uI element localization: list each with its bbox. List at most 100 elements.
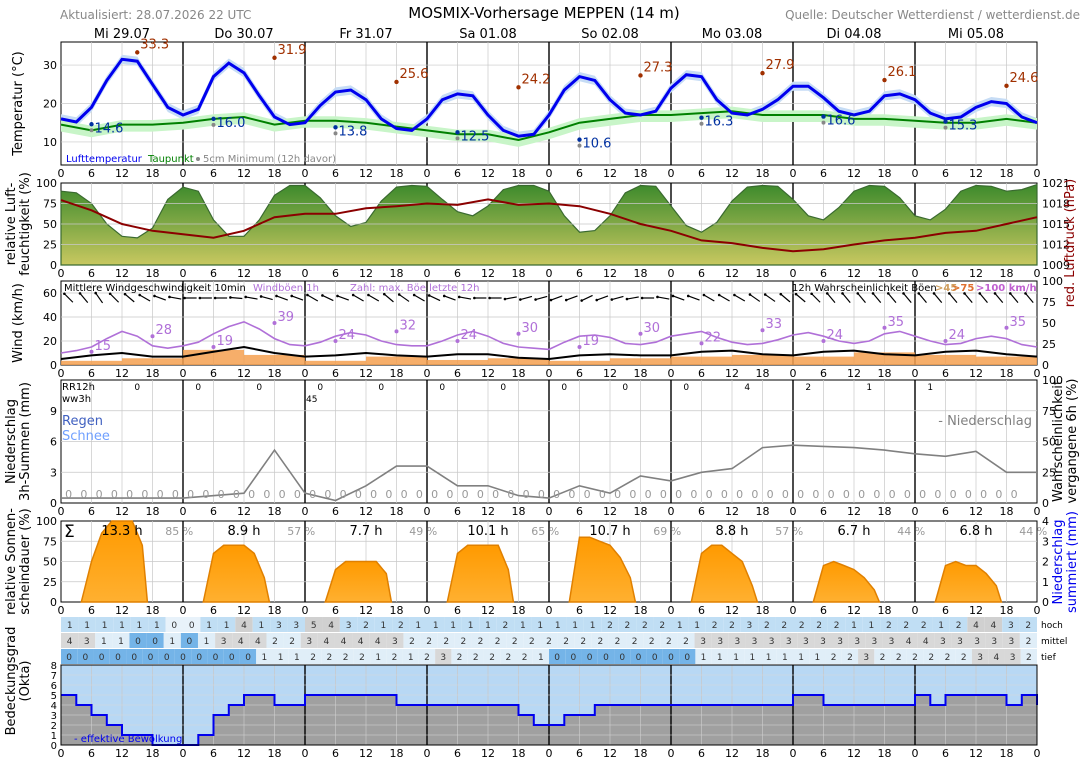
wind-arrow-head — [841, 292, 844, 295]
cloud-value: 3 — [991, 637, 997, 647]
hour-tick-label: 6 — [820, 267, 827, 280]
cloud-value: 0 — [99, 653, 105, 663]
max-gust-label: 24 — [827, 328, 844, 343]
cloud-value: 3 — [1008, 621, 1014, 631]
y-tick-label: 0 — [1042, 596, 1049, 609]
max-gust-dot — [333, 339, 338, 343]
cloud-cell — [740, 617, 759, 632]
sunshine-hours: 8.9 h — [227, 524, 260, 539]
hour-tick-label: 0 — [790, 167, 797, 180]
min-temp-dot — [577, 137, 582, 142]
cloud-value: 1 — [520, 621, 526, 631]
cloud-value: 0 — [571, 653, 577, 663]
cloud-value: 3 — [1010, 653, 1016, 663]
hour-tick-label: 0 — [424, 505, 431, 518]
cloud-value: 3 — [820, 637, 826, 647]
cloud-cell — [217, 617, 236, 632]
wind-arrow-head — [779, 292, 783, 296]
hour-tick-label: 12 — [969, 604, 983, 617]
rr12h-value: 0 — [622, 383, 628, 393]
cloud-cell — [1020, 649, 1037, 664]
cloud-value: 4 — [375, 637, 381, 647]
precip-3h-value: 0 — [584, 488, 591, 501]
hour-tick-label: 18 — [146, 604, 160, 617]
wind-direction-arrow — [887, 293, 897, 303]
max-gust-dot — [760, 328, 765, 333]
hour-tick-label: 6 — [88, 604, 95, 617]
cloud-cell — [679, 649, 696, 664]
cloud-cell — [402, 649, 419, 664]
rr12h-value: 0 — [317, 383, 323, 393]
max-gust-label: 24 — [339, 328, 356, 343]
cloud-value: 2 — [666, 637, 672, 647]
cloud-cell — [77, 649, 94, 664]
cloud-cell — [776, 649, 793, 664]
hour-tick-label: 18 — [512, 747, 526, 760]
cloud-cell — [955, 649, 972, 664]
wind-direction-arrow — [520, 295, 533, 301]
y-tick-label: 1 — [51, 731, 57, 742]
cloud-value: 1 — [749, 653, 755, 663]
cloud-cell — [249, 633, 267, 648]
chart-title: MOSMIX-Vorhersage MEPPEN (14 m) — [408, 4, 680, 22]
hour-tick-label: 6 — [210, 747, 217, 760]
rr12h-value: 0 — [378, 383, 384, 393]
hour-tick-label: 0 — [180, 367, 187, 380]
hour-tick-label: 12 — [237, 367, 251, 380]
hour-tick-label: 12 — [359, 167, 373, 180]
cloud-cell — [288, 649, 305, 664]
hour-tick-label: 18 — [512, 267, 526, 280]
wind-arrow-head — [686, 294, 690, 298]
cloud-cell — [608, 633, 627, 648]
cloud-cell — [744, 649, 761, 664]
cloud-cell — [93, 649, 110, 664]
pressure-line — [60, 198, 1038, 253]
sunshine-percent: 57 % — [775, 525, 803, 538]
gust-line — [60, 320, 1038, 354]
hour-tick-label: 12 — [847, 267, 861, 280]
wind-arrow-head — [427, 294, 431, 297]
hour-tick-label: 18 — [1000, 267, 1014, 280]
wind-direction-arrow — [566, 295, 578, 301]
max-gust-dot — [272, 321, 277, 325]
cloud-cell — [874, 649, 891, 664]
cloud-value: 0 — [245, 653, 251, 663]
max-gust-dot — [577, 345, 582, 349]
wind-direction-arrow — [337, 295, 349, 301]
hour-tick-label: 0 — [668, 747, 675, 760]
sunshine-area — [202, 544, 271, 603]
cloud-cell — [252, 617, 271, 632]
hour-tick-label: 6 — [88, 747, 95, 760]
y-axis-title: relative Sonnen- — [4, 508, 19, 615]
cloud-cell — [180, 633, 198, 648]
hour-tick-label: 6 — [576, 367, 583, 380]
y-tick-label: 40 — [43, 311, 57, 324]
precip-3h-value: 0 — [523, 488, 530, 501]
cloud-value: 3 — [752, 637, 758, 647]
max-gust-dot — [394, 329, 399, 334]
hour-tick-label: 12 — [969, 267, 983, 280]
rr12h-value: 0 — [561, 383, 567, 393]
hour-tick-label: 6 — [820, 604, 827, 617]
min-temp-label: 16.3 — [705, 115, 734, 130]
precip-3h-value: 0 — [187, 488, 194, 501]
cloud-cell — [370, 649, 387, 664]
hour-tick-label: 6 — [698, 604, 705, 617]
sigma-symbol: Σ — [64, 522, 75, 542]
y-tick-label: 75 — [43, 198, 57, 211]
cloud-cell — [531, 617, 549, 632]
cloud-value: 1 — [851, 621, 857, 631]
y-tick-label: 0 — [50, 359, 57, 372]
cloud-value: 1 — [381, 621, 387, 631]
cloud-cell — [711, 633, 729, 648]
ww3h-code: 45 — [306, 395, 317, 405]
sunshine-percent: 85 % — [165, 525, 193, 538]
precip-3h-value: 0 — [995, 488, 1002, 501]
precip-3h-value: 0 — [828, 488, 835, 501]
hour-tick-label: 6 — [820, 367, 827, 380]
hour-tick-label: 6 — [210, 267, 217, 280]
hour-tick-label: 6 — [942, 747, 949, 760]
hour-tick-label: 0 — [912, 505, 919, 518]
y-tick-label: 3 — [1042, 535, 1049, 548]
hour-tick-label: 12 — [359, 747, 373, 760]
